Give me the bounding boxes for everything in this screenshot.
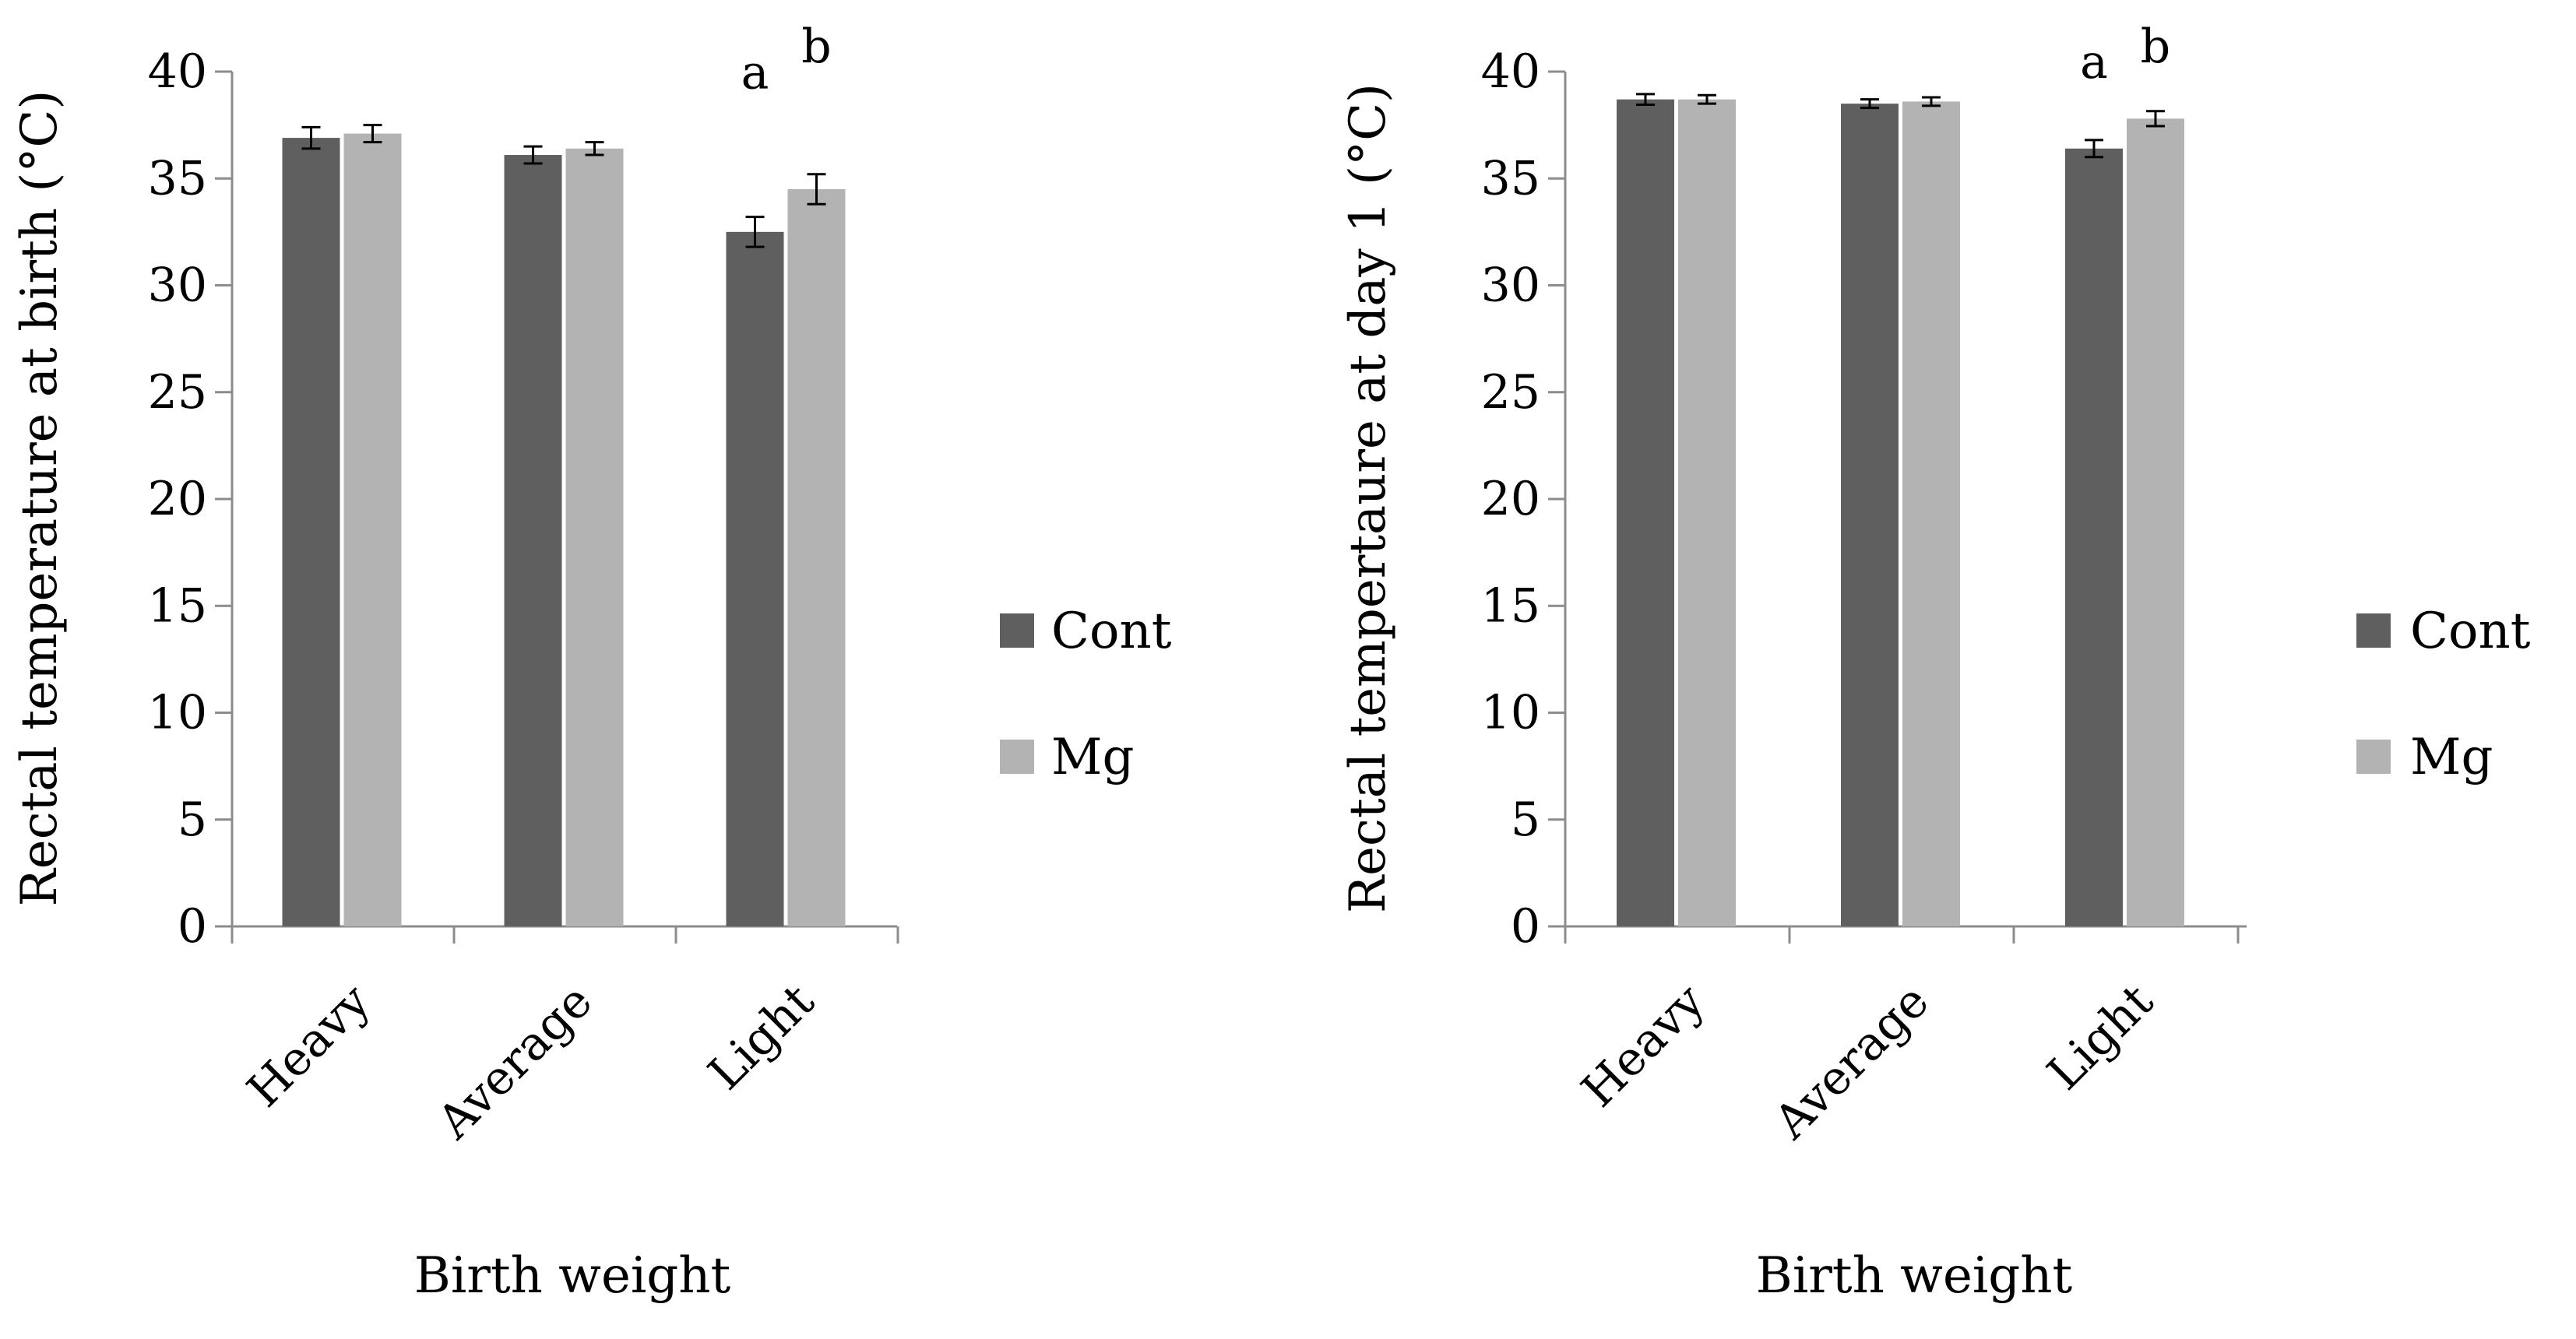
bar-cont-light [2065, 148, 2123, 926]
bar-cont-light [726, 231, 784, 926]
significance-letter: a [2080, 35, 2108, 90]
significance-letter: b [801, 19, 831, 74]
significance-letter: a [741, 46, 769, 100]
y-tick-label: 5 [178, 793, 207, 847]
y-tick-label: 5 [1511, 793, 1540, 847]
x-tick-label: Heavy [237, 974, 381, 1118]
legend-swatch-mg [1000, 740, 1034, 774]
y-tick-label: 40 [1481, 44, 1540, 99]
y-tick-label: 15 [148, 578, 207, 633]
y-tick-label: 20 [1481, 472, 1540, 526]
bar-mg-heavy [1678, 99, 1736, 926]
chart-panel-right: 0 5 10 15 20 25 30 35 40 Heavy Average Light a b Recta… [1339, 19, 2531, 1305]
bar-cont-heavy [282, 138, 340, 927]
y-tick-label: 30 [148, 258, 207, 313]
bar-mg-heavy [343, 133, 402, 927]
x-tick-label: Heavy [1571, 974, 1716, 1118]
y-tick-label: 10 [1481, 686, 1540, 740]
legend-swatch-cont [1000, 613, 1034, 648]
x-tick-label: Light [2037, 974, 2164, 1101]
bar-mg-light [787, 188, 846, 927]
y-axis-title: Rectal tempertaure at day 1 (°C) [1339, 83, 1397, 913]
bar-mg-average [1902, 101, 1960, 927]
significance-letter: b [2141, 19, 2170, 74]
bar-mg-light [2127, 118, 2184, 926]
y-tick-label: 20 [148, 472, 207, 526]
y-axis-title: Rectal temperature at birth (°C) [11, 90, 69, 907]
legend-label-cont: Cont [2410, 603, 2531, 660]
y-tick-label: 0 [178, 899, 207, 954]
y-tick-label: 0 [1511, 899, 1540, 954]
y-tick-label: 40 [148, 44, 207, 99]
x-tick-label: Average [427, 974, 603, 1150]
x-axis-title: Birth weight [1756, 1247, 2073, 1305]
legend-swatch-cont [2356, 613, 2391, 648]
legend-label-cont: Cont [1051, 603, 1172, 660]
x-axis-title: Birth weight [414, 1247, 731, 1305]
bar-cont-average [1841, 104, 1899, 926]
chart-panel-left: 0 5 10 15 20 25 30 35 40 Heavy Average Light a b Recta… [11, 19, 1172, 1305]
bar-mg-average [565, 148, 624, 926]
y-tick-label: 10 [148, 686, 207, 740]
x-tick-label: Average [1764, 974, 1940, 1150]
y-tick-label: 25 [148, 365, 207, 420]
y-tick-label: 35 [148, 151, 207, 206]
y-tick-label: 25 [1481, 365, 1540, 420]
x-tick-label: Light [698, 974, 825, 1101]
bar-cont-heavy [1617, 99, 1674, 926]
y-tick-label: 35 [1481, 151, 1540, 206]
y-tick-label: 30 [1481, 258, 1540, 313]
legend-swatch-mg [2356, 740, 2391, 774]
legend-label-mg: Mg [2410, 729, 2493, 786]
legend-label-mg: Mg [1051, 729, 1135, 786]
bar-cont-average [504, 155, 562, 926]
y-tick-label: 15 [1481, 578, 1540, 633]
